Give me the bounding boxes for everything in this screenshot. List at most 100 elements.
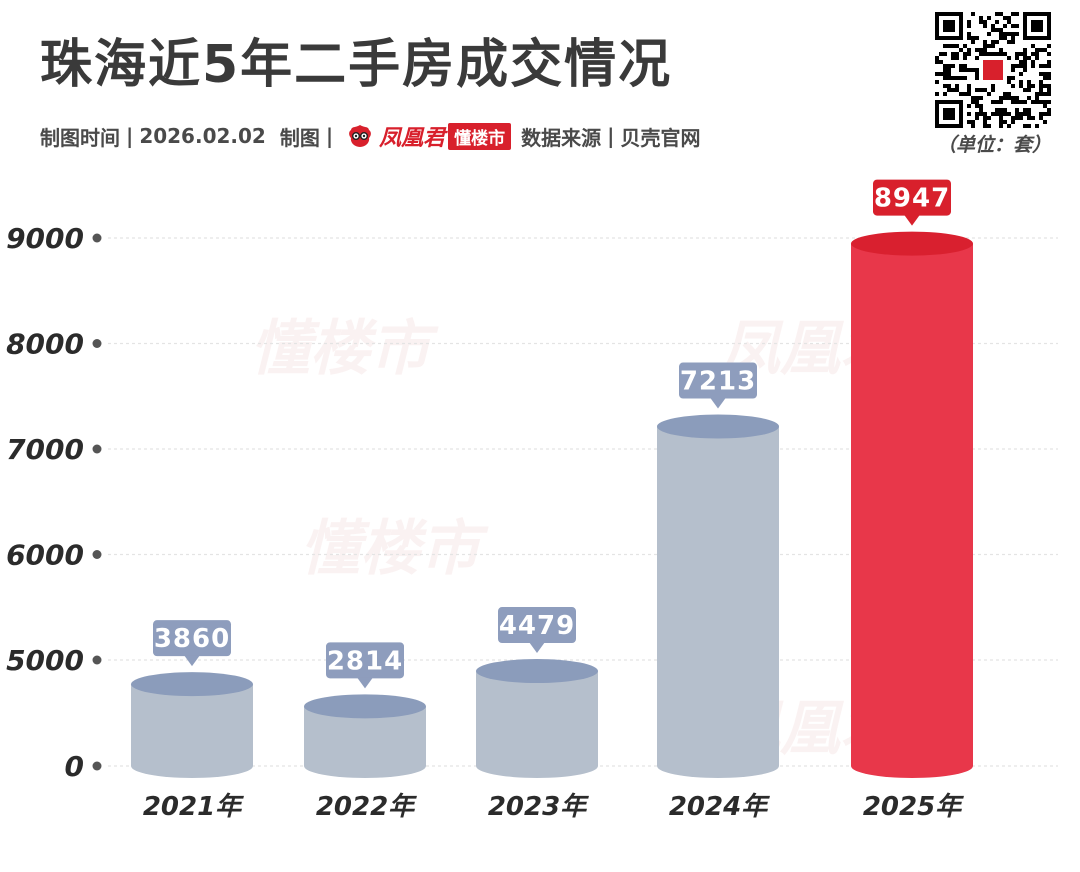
qr-code[interactable] [935,12,1051,128]
qr-module [995,28,999,32]
qr-module [1047,108,1051,112]
date-label: 制图时间 [40,125,120,150]
qr-module [999,100,1003,104]
qr-module [999,28,1003,32]
qr-module [971,12,975,16]
qr-module [1011,84,1015,88]
qr-module [1011,68,1015,72]
qr-module [1023,108,1027,112]
qr-module [971,40,975,44]
qr-module [947,72,951,76]
data-label: 4479 [499,611,575,641]
qr-module [943,52,947,56]
qr-module [943,84,947,88]
qr-module [1003,24,1007,28]
qr-module [983,112,987,116]
qr-module [963,56,967,60]
data-label-bg [498,607,576,644]
qr-module [967,32,971,36]
bar [476,671,598,778]
data-label: 3860 [154,624,230,654]
qr-module [1047,88,1051,92]
qr-module [943,92,947,96]
x-tick-label: 2025年 [863,792,964,822]
qr-module [979,112,983,116]
qr-module [1031,84,1035,88]
meta-line: 制图时间 | 2026.02.02 制图 | 凤凰君 懂楼市 数据来源 | 贝壳… [40,120,700,152]
qr-module [935,72,939,76]
data-label-pointer [184,655,200,667]
qr-module [1003,16,1007,20]
qr-module [1047,76,1051,80]
qr-module [995,112,999,116]
qr-module [991,84,995,88]
qr-module [935,56,939,60]
qr-module [1031,20,1043,32]
qr-module [1043,112,1047,116]
qr-module [1023,88,1027,92]
qr-module [1015,116,1019,120]
qr-module [1027,56,1031,60]
qr-module [951,52,955,56]
bar-top [476,659,598,684]
qr-module [975,56,979,60]
qr-module [1043,48,1047,52]
qr-module [995,52,999,56]
qr-module [1035,48,1039,52]
qr-module [1003,36,1007,40]
qr-module [1027,124,1031,128]
qr-module [1023,112,1027,116]
qr-module [1043,72,1047,76]
qr-module [1047,84,1051,88]
qr-module [1003,120,1007,124]
qr-module [1019,64,1023,68]
qr-module [943,64,947,68]
qr-module [1007,56,1011,60]
qr-module [1019,52,1023,56]
qr-module [1019,60,1023,64]
qr-module [1039,100,1043,104]
qr-module [963,52,967,56]
y-tick-dot [92,339,102,348]
qr-module [971,120,975,124]
qr-module [1031,60,1035,64]
qr-module [1043,76,1047,80]
qr-module [963,64,967,68]
qr-module [987,124,991,128]
qr-module [1043,120,1047,124]
qr-module [1047,100,1051,104]
qr-module [1047,112,1051,116]
qr-module [1011,24,1015,28]
qr-module [1007,32,1011,36]
qr-module [963,44,967,48]
y-tick-label: 8000 [6,328,84,361]
qr-module [1039,84,1043,88]
qr-module [983,44,987,48]
qr-module [971,100,975,104]
qr-module [1011,36,1015,40]
qr-module [1003,52,1007,56]
qr-module [975,48,979,52]
qr-module [999,108,1003,112]
qr-module [975,88,979,92]
qr-module [963,68,967,72]
qr-module [947,44,951,48]
bar [304,706,426,778]
qr-module [1027,96,1031,100]
qr-module [943,72,947,76]
bar-top [851,231,973,256]
qr-module [1047,52,1051,56]
qr-module [995,12,999,16]
data-label-bg [873,179,951,216]
qr-module [971,124,975,128]
qr-module [1035,124,1039,128]
qr-module [959,92,963,96]
qr-module [987,92,991,96]
qr-module [1019,80,1023,84]
qr-module [967,84,971,88]
qr-module [1047,92,1051,96]
qr-module [1003,112,1007,116]
x-tick-label: 2024年 [669,792,770,822]
data-label: 8947 [874,184,950,214]
qr-module [991,24,995,28]
